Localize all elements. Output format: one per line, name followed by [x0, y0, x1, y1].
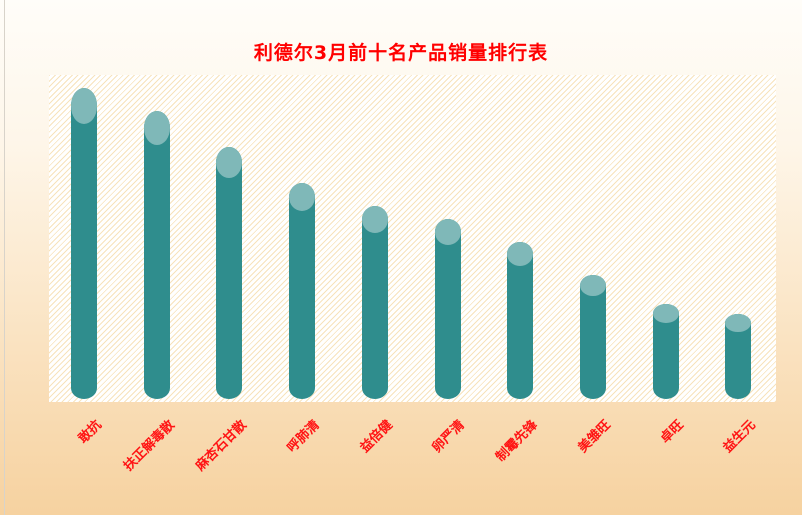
category-label-8: 美雏旺	[575, 417, 614, 456]
category-label-4: 呼肺清	[284, 417, 323, 456]
bar-2-cap	[143, 111, 170, 145]
category-label-2: 扶正解毒散	[120, 417, 178, 475]
category-label-6: 卵严清	[430, 417, 469, 456]
category-label-9: 卓旺	[657, 417, 687, 447]
window-left-edge	[4, 0, 5, 515]
bar-8-cap	[579, 274, 606, 297]
bar-5	[361, 206, 388, 399]
bar-7	[507, 242, 534, 399]
category-label-1: 敢抗	[75, 417, 105, 447]
bar-6	[434, 219, 461, 399]
bar-1-cap	[71, 88, 97, 124]
plot-area	[49, 75, 776, 402]
bar-6-cap	[434, 219, 461, 245]
category-label-3: 麻杏石甘散	[193, 417, 251, 475]
bar-7-cap	[507, 242, 534, 266]
category-label-7: 制霉先锋	[493, 417, 541, 465]
bar-9-cap	[652, 304, 679, 324]
bar-1	[71, 88, 97, 399]
bar-4-cap	[289, 183, 316, 212]
category-label-10: 益生元	[720, 417, 760, 456]
category-label-5: 益倍健	[357, 417, 396, 456]
bar-5-cap	[361, 206, 388, 233]
bar-3-cap	[216, 147, 243, 179]
bar-4	[289, 183, 316, 399]
chart-title: 利德尔3月前十名产品销量排行表	[253, 42, 549, 64]
bar-2	[143, 111, 170, 399]
bar-3	[216, 147, 243, 399]
bar-10-cap	[725, 313, 752, 333]
